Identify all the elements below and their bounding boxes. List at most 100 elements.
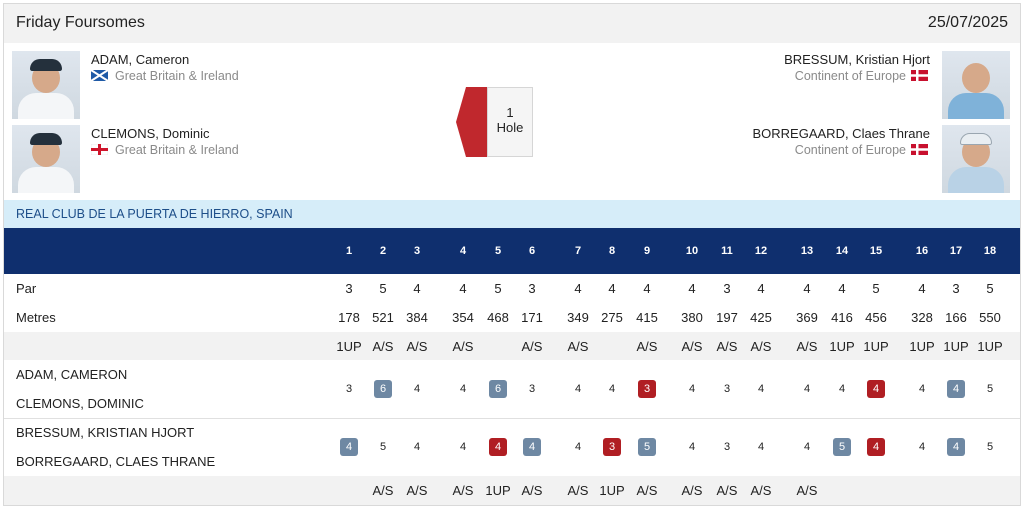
par-label: Par: [16, 281, 37, 296]
match-status-top: A/S: [750, 339, 772, 354]
player-team-left-1: Great Britain & Ireland: [115, 69, 239, 83]
hole-number: 2: [379, 245, 387, 257]
match-status-top: A/S: [452, 339, 474, 354]
metres-value: 521: [372, 310, 394, 325]
team2-score-badge: 4: [489, 438, 507, 456]
match-status-bottom: 1UP: [599, 483, 625, 498]
team1-score: 4: [856, 380, 896, 398]
metres-value: 197: [716, 310, 738, 325]
hole-number: 13: [800, 245, 814, 257]
par-value: 3: [723, 281, 731, 296]
team2-score: 4: [757, 441, 765, 453]
match-date: 25/07/2025: [927, 14, 1008, 31]
match-status-bottom: 1UP: [485, 483, 511, 498]
team2-score-badge: 4: [867, 438, 885, 456]
player-name-left-2: CLEMONS, Dominic: [91, 126, 210, 141]
par-value: 4: [608, 281, 616, 296]
match-status-top: 1UP: [829, 339, 855, 354]
team2-score: 4: [329, 438, 369, 456]
metres-value: 275: [601, 310, 623, 325]
result-box: 1 Hole: [487, 87, 533, 157]
england-flag-icon: [91, 144, 108, 155]
team2-score-badge: 4: [523, 438, 541, 456]
player-name-right-1: BRESSUM, Kristian Hjort: [784, 52, 930, 67]
par-value: 4: [459, 281, 467, 296]
team1-score: 4: [838, 383, 846, 395]
team1-score: 6: [478, 380, 518, 398]
match-status-top: 1UP: [943, 339, 969, 354]
team1-score: 3: [627, 380, 667, 398]
player-photo-bressum: [942, 51, 1010, 119]
match-status-top: A/S: [406, 339, 428, 354]
denmark-flag-icon: [911, 70, 928, 81]
team2-player-2: BORREGAARD, CLAES THRANE: [16, 454, 216, 469]
hole-number: 3: [413, 245, 421, 257]
metres-value: 425: [750, 310, 772, 325]
venue-bar: REAL CLUB DE LA PUERTA DE HIERRO, SPAIN: [4, 200, 1020, 228]
par-value: 5: [494, 281, 502, 296]
team1-score: 4: [757, 383, 765, 395]
par-value: 5: [986, 281, 994, 296]
team1-score: 4: [413, 383, 421, 395]
team1-score: 4: [936, 380, 976, 398]
metres-value: 349: [567, 310, 589, 325]
match-status-bottom: A/S: [636, 483, 658, 498]
par-value: 3: [528, 281, 536, 296]
metres-value: 550: [979, 310, 1001, 325]
par-value: 4: [918, 281, 926, 296]
hole-number: 6: [528, 245, 536, 257]
team2-score: 4: [688, 441, 696, 453]
par-value: 4: [643, 281, 651, 296]
team1-score: 3: [723, 383, 731, 395]
match-status-bottom: A/S: [452, 483, 474, 498]
match-status-top: A/S: [681, 339, 703, 354]
match-status-top: A/S: [636, 339, 658, 354]
player-team-left-2: Great Britain & Ireland: [115, 143, 239, 157]
team1-score: 6: [363, 380, 403, 398]
scotland-flag-icon: [91, 70, 108, 81]
match-status-top: A/S: [521, 339, 543, 354]
match-status-bottom: A/S: [750, 483, 772, 498]
hole-number: 16: [915, 245, 929, 257]
match-status-top: 1UP: [863, 339, 889, 354]
team2-score: 4: [574, 441, 582, 453]
hole-number: 17: [949, 245, 963, 257]
hole-number: 9: [643, 245, 651, 257]
team1-score: 3: [528, 383, 536, 395]
team2-score: 5: [986, 441, 994, 453]
player-photo-borregaard: [942, 125, 1010, 193]
match-status-bottom: A/S: [567, 483, 589, 498]
leader-arrow-icon: [456, 87, 488, 157]
match-status-bottom: A/S: [796, 483, 818, 498]
team2-score: 4: [936, 438, 976, 456]
match-status-top: A/S: [716, 339, 738, 354]
team1-score-badge: 6: [374, 380, 392, 398]
player-name-left-1: ADAM, Cameron: [91, 52, 190, 67]
team2-score: 4: [459, 441, 467, 453]
hole-number: 10: [685, 245, 699, 257]
team1-score-badge: 4: [947, 380, 965, 398]
team1-score-badge: 4: [867, 380, 885, 398]
result-unit: Hole: [496, 120, 524, 135]
team1-score: 3: [345, 383, 353, 395]
result-margin: 1: [506, 105, 514, 120]
team2-score: 4: [478, 438, 518, 456]
team2-score: 4: [918, 441, 926, 453]
hole-number: 14: [835, 245, 849, 257]
team2-score-badge: 4: [947, 438, 965, 456]
venue-name: REAL CLUB DE LA PUERTA DE HIERRO, SPAIN: [16, 207, 293, 221]
metres-value: 456: [865, 310, 887, 325]
par-value: 5: [379, 281, 387, 296]
metres-value: 380: [681, 310, 703, 325]
metres-value: 415: [636, 310, 658, 325]
hole-number: 8: [608, 245, 616, 257]
team2-score: 5: [379, 441, 387, 453]
team2-score: 4: [413, 441, 421, 453]
hole-number: 4: [459, 245, 467, 257]
par-value: 4: [413, 281, 421, 296]
team2-score-badge: 5: [833, 438, 851, 456]
team1-score: 5: [986, 383, 994, 395]
hole-number: 15: [869, 245, 883, 257]
par-value: 3: [345, 281, 353, 296]
denmark-flag-icon: [911, 144, 928, 155]
